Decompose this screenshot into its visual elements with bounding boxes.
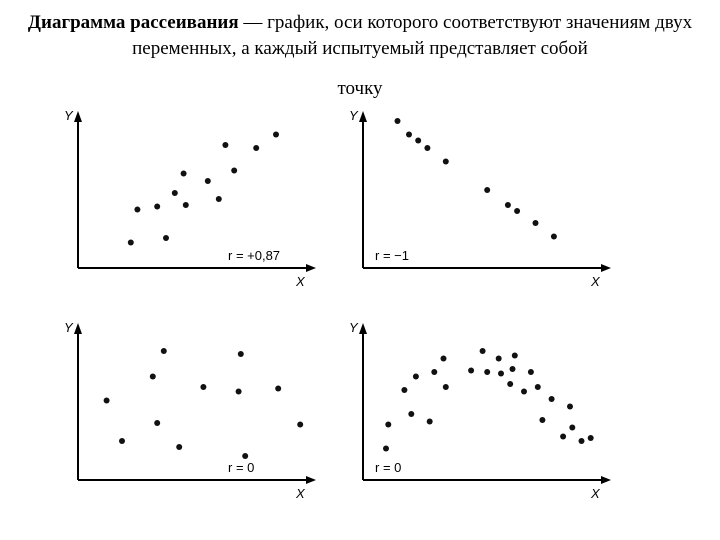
data-point [160, 348, 167, 354]
data-point [567, 403, 573, 410]
y-axis-label: Y [349, 108, 359, 123]
data-point [406, 131, 412, 138]
data-point [550, 233, 557, 240]
correlation-label: r = 0 [228, 460, 254, 475]
data-point [154, 203, 161, 210]
data-point [498, 370, 504, 377]
data-point [127, 239, 134, 246]
x-axis-arrow [601, 264, 611, 272]
data-point [180, 170, 187, 177]
data-point [415, 137, 422, 144]
data-point [297, 421, 304, 428]
data-point [484, 369, 491, 375]
data-point [484, 187, 491, 193]
data-point [163, 235, 169, 241]
data-point [412, 373, 419, 380]
x-axis-arrow [306, 264, 316, 272]
data-point [539, 417, 546, 423]
data-point [119, 438, 125, 444]
data-point [442, 158, 449, 165]
data-point [401, 387, 408, 393]
data-point [182, 202, 189, 208]
x-axis-arrow [306, 476, 316, 484]
plot-1-svg: Y Xr = +0,87 [64, 108, 316, 289]
data-point [527, 369, 534, 375]
title-rest: — график, оси которого соответствуют зна… [132, 12, 693, 59]
correlation-label: r = −1 [375, 248, 409, 263]
data-point [534, 384, 541, 390]
data-point [504, 202, 511, 208]
page-title: Диаграмма рассеивания — график, оси кото… [20, 10, 700, 62]
data-point [468, 367, 475, 374]
data-point [548, 396, 555, 402]
y-axis-arrow [359, 111, 367, 122]
title-bold: Диаграмма рассеивания [27, 12, 239, 33]
correlation-label: r = 0 [375, 460, 401, 475]
x-axis-label: X [295, 486, 306, 501]
data-point [385, 421, 392, 428]
data-point [222, 142, 229, 148]
data-point [231, 167, 238, 174]
data-point [134, 206, 141, 213]
title-tail: точку [337, 78, 383, 99]
data-point [532, 220, 539, 226]
y-axis-arrow [74, 323, 82, 334]
data-point [242, 453, 249, 459]
data-point [442, 384, 449, 390]
data-point [394, 118, 401, 124]
data-point [200, 384, 207, 390]
data-point [578, 438, 585, 444]
y-axis-label: Y [64, 320, 74, 335]
y-axis-label: Y [64, 108, 74, 123]
data-point [479, 348, 486, 354]
data-point [507, 381, 514, 387]
data-point [273, 131, 279, 138]
data-point [521, 388, 527, 395]
data-point [431, 369, 438, 375]
plot-4-svg: Y Xr = 0 [349, 320, 611, 501]
plot-2-svg: Y Xr = −1 [349, 108, 611, 289]
data-point [426, 418, 433, 425]
data-point [204, 178, 211, 184]
data-point [569, 424, 576, 431]
data-point [511, 352, 518, 359]
data-point [514, 208, 521, 214]
plot-3-svg: Y Xr = 0 [64, 320, 316, 501]
data-point [424, 145, 431, 151]
x-axis-arrow [601, 476, 611, 484]
y-axis-label: Y [349, 320, 359, 335]
data-point [560, 433, 567, 440]
data-point [235, 388, 242, 395]
data-point [509, 366, 516, 372]
data-point [275, 385, 282, 392]
data-point [440, 355, 447, 362]
data-point [408, 411, 415, 417]
x-axis-label: X [590, 274, 601, 289]
data-point [103, 397, 110, 404]
data-point [383, 445, 389, 452]
data-point [587, 435, 594, 441]
y-axis-arrow [359, 323, 367, 334]
x-axis-label: X [590, 486, 601, 501]
correlation-label: r = +0,87 [228, 248, 280, 263]
data-point [171, 190, 178, 196]
data-point [154, 420, 161, 426]
data-point [215, 196, 222, 202]
data-point [237, 351, 244, 357]
data-point [176, 444, 183, 450]
data-point [495, 355, 502, 362]
data-point [253, 145, 260, 151]
x-axis-label: X [295, 274, 306, 289]
data-point [149, 373, 156, 380]
y-axis-arrow [74, 111, 82, 122]
